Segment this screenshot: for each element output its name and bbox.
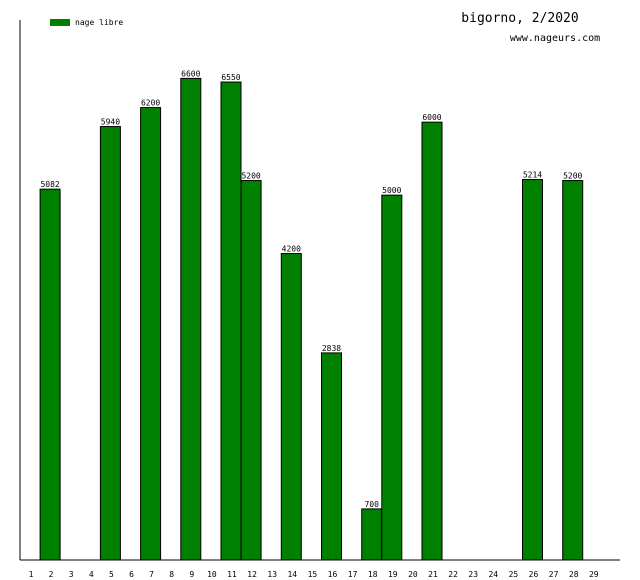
bar <box>240 180 262 561</box>
x-tick-label: 17 <box>348 570 358 579</box>
x-tick-label: 22 <box>448 570 458 579</box>
data-label: 6200 <box>141 99 160 108</box>
x-tick-label: 18 <box>368 570 378 579</box>
x-tick-label: 9 <box>189 570 194 579</box>
x-tick-label: 10 <box>207 570 217 579</box>
bar <box>140 107 162 561</box>
legend-swatch <box>50 19 70 26</box>
x-tick-label: 19 <box>388 570 398 579</box>
legend-label: nage libre <box>75 18 123 27</box>
x-tick-label: 15 <box>308 570 318 579</box>
bar <box>522 179 543 561</box>
data-label: 6000 <box>422 113 441 122</box>
x-tick-label: 24 <box>488 570 498 579</box>
x-tick-label: 11 <box>227 570 237 579</box>
bar <box>39 188 61 561</box>
x-tick-label: 13 <box>267 570 277 579</box>
bar <box>361 508 383 561</box>
bar <box>562 180 584 561</box>
x-tick-label: 3 <box>69 570 74 579</box>
data-label: 5200 <box>563 172 582 181</box>
x-tick-label: 16 <box>328 570 338 579</box>
data-label: 2838 <box>322 344 341 353</box>
x-tick-label: 14 <box>287 570 297 579</box>
x-tick-label: 12 <box>247 570 257 579</box>
x-tick-label: 8 <box>169 570 174 579</box>
data-label: 6600 <box>181 69 200 78</box>
chart-title: bigorno, 2/2020 <box>461 11 578 26</box>
data-label: 5000 <box>382 186 401 195</box>
bar <box>421 121 443 561</box>
data-label: 5200 <box>241 172 260 181</box>
bar <box>220 81 242 561</box>
data-label: 5940 <box>101 118 120 127</box>
data-label: 4200 <box>282 245 301 254</box>
x-tick-label: 28 <box>569 570 579 579</box>
bar <box>180 77 202 561</box>
x-tick-label: 1 <box>29 570 34 579</box>
bar <box>381 194 403 561</box>
chart-subtitle: www.nageurs.com <box>510 33 600 44</box>
bar <box>99 126 121 561</box>
x-tick-label: 21 <box>428 570 438 579</box>
x-tick-label: 20 <box>408 570 418 579</box>
x-tick-label: 23 <box>468 570 478 579</box>
data-label: 5214 <box>523 171 542 180</box>
data-label: 6550 <box>221 73 240 82</box>
x-tick-label: 6 <box>129 570 134 579</box>
x-tick-label: 5 <box>109 570 114 579</box>
x-tick-label: 25 <box>509 570 519 579</box>
data-label: 5082 <box>40 180 59 189</box>
bar <box>280 253 302 561</box>
x-tick-label: 2 <box>49 570 54 579</box>
x-tick-label: 26 <box>529 570 539 579</box>
data-label: 700 <box>364 500 379 509</box>
x-tick-label: 27 <box>549 570 559 579</box>
bar <box>321 352 342 561</box>
x-tick-label: 4 <box>89 570 94 579</box>
x-tick-label: 29 <box>589 570 599 579</box>
x-tick-label: 7 <box>149 570 154 579</box>
